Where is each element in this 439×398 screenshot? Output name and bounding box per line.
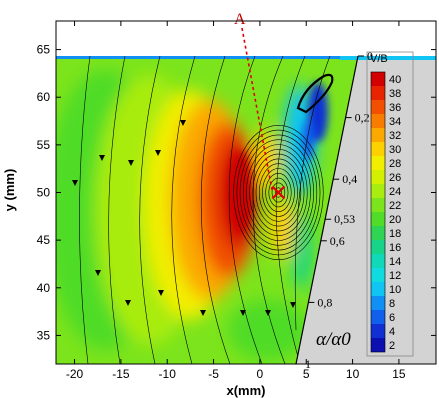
x-tick-label: -5 <box>208 367 219 381</box>
alpha-tick-label: 0,2 <box>355 111 370 125</box>
vortex-ring <box>233 125 324 260</box>
colorbar-label: 4 <box>389 326 395 338</box>
colorbar-label: 16 <box>389 242 401 254</box>
vortex-ring <box>249 149 308 237</box>
colorbar-swatch <box>371 324 385 338</box>
y-tick-label: 35 <box>37 328 51 342</box>
alpha-tick-label: 0 <box>367 49 373 63</box>
x-tick-label: 15 <box>392 367 406 381</box>
colorbar-swatch <box>371 254 385 268</box>
colorbar-label: 22 <box>389 200 401 212</box>
colorbar-swatch <box>371 114 385 128</box>
vortex-streamlines <box>233 125 324 260</box>
vortex-ring <box>268 177 289 208</box>
colorbar-swatch <box>371 310 385 324</box>
x-axis-title: x(mm) <box>226 383 265 398</box>
colorbar-title: V/B <box>370 53 388 65</box>
vortex-ring <box>265 173 292 213</box>
y-tick-label: 55 <box>37 138 51 152</box>
colorbar-label: 38 <box>389 88 401 100</box>
colorbar-label: 6 <box>389 312 395 324</box>
x-tick-label: 5 <box>303 367 310 381</box>
colorbar-frame <box>366 51 414 357</box>
grey-body <box>296 56 436 364</box>
colorbar-label: 20 <box>389 214 401 226</box>
x-tick-label: -10 <box>159 367 177 381</box>
colorbar-label: 30 <box>389 144 401 156</box>
alpha-axis-label: α/α0 <box>316 329 351 350</box>
vortex-ring <box>236 129 321 256</box>
alpha-ticks: 00,20,40,530,60,81 <box>296 49 373 371</box>
colorbar-swatch <box>371 212 385 226</box>
alpha-tick-label: 0,8 <box>317 295 332 309</box>
streamline-arrows <box>72 120 296 316</box>
colorbar-label: 14 <box>389 256 401 268</box>
colorbar-swatch <box>371 240 385 254</box>
colorbar-label: 12 <box>389 270 401 282</box>
colorbar-swatch <box>371 100 385 114</box>
colorbar-label: 32 <box>389 130 401 142</box>
y-tick-label: 50 <box>37 186 51 200</box>
y-tick-label: 60 <box>37 90 51 104</box>
alpha-tick-label: 0,4 <box>342 172 357 186</box>
separation-bubble <box>296 73 334 114</box>
y-axis-title: y (mm) <box>2 169 17 212</box>
annotation-A: A <box>234 11 246 28</box>
colorbar-label: 34 <box>389 116 401 128</box>
vortex-ring <box>239 134 318 251</box>
colorbar-label: 24 <box>389 186 401 198</box>
colorbar-swatch <box>371 282 385 296</box>
vortex-ring <box>252 153 305 232</box>
vortex-ring <box>271 182 286 203</box>
y-tick-label: 45 <box>37 233 51 247</box>
colorbar-outline <box>370 71 386 353</box>
colorbar-swatch <box>371 170 385 184</box>
y-tick-label: 40 <box>37 281 51 295</box>
colorbar-swatch <box>371 184 385 198</box>
vortex-ring <box>255 158 302 227</box>
colorbar-swatch <box>371 86 385 100</box>
y-tick-label: 65 <box>37 43 51 57</box>
colorbar-swatch <box>371 72 385 86</box>
wall-line <box>295 55 359 365</box>
vortex-center-cross <box>271 185 286 200</box>
colorbar-swatch <box>371 296 385 310</box>
x-tick-label: -15 <box>112 367 130 381</box>
top-boundary-strip <box>340 56 436 60</box>
colorbar-label: 2 <box>389 340 395 352</box>
streamlines <box>79 56 331 364</box>
colorbar-label: 10 <box>389 284 401 296</box>
vortex-ring <box>242 139 314 246</box>
colorbar-label: 40 <box>389 74 401 86</box>
colorbar-swatch <box>371 198 385 212</box>
vortex-ring <box>262 168 295 217</box>
colorbar-label: 36 <box>389 102 401 114</box>
colorbar-label: 18 <box>389 228 401 240</box>
vortex-ring <box>274 187 282 198</box>
colorbar: 40 38 36 34 32 30 28 26 24 22 20 18 16 14 12 10 8 6 4 2 <box>370 71 401 353</box>
vortex-center-marker <box>271 185 286 200</box>
colorbar-swatch <box>371 226 385 240</box>
x-tick-label: 0 <box>257 367 264 381</box>
vortex-ring <box>246 144 311 241</box>
alpha-tick-label: 0,53 <box>334 212 355 226</box>
colorbar-label: 8 <box>389 298 395 310</box>
colorbar-swatch <box>371 128 385 142</box>
colorbar-swatch <box>371 156 385 170</box>
colorbar-swatch <box>371 338 385 352</box>
x-axis-ticks: -20 -15 -10 -5 0 5 10 15 <box>66 21 406 381</box>
vortex-ring <box>258 163 298 222</box>
x-tick-label: -20 <box>66 367 84 381</box>
colorbar-swatch <box>371 142 385 156</box>
x-tick-label: 10 <box>346 367 360 381</box>
colorbar-label: 26 <box>389 172 401 184</box>
colorbar-swatch <box>371 268 385 282</box>
alpha-tick-label: 0,6 <box>330 234 345 248</box>
colorbar-label: 28 <box>389 158 401 170</box>
